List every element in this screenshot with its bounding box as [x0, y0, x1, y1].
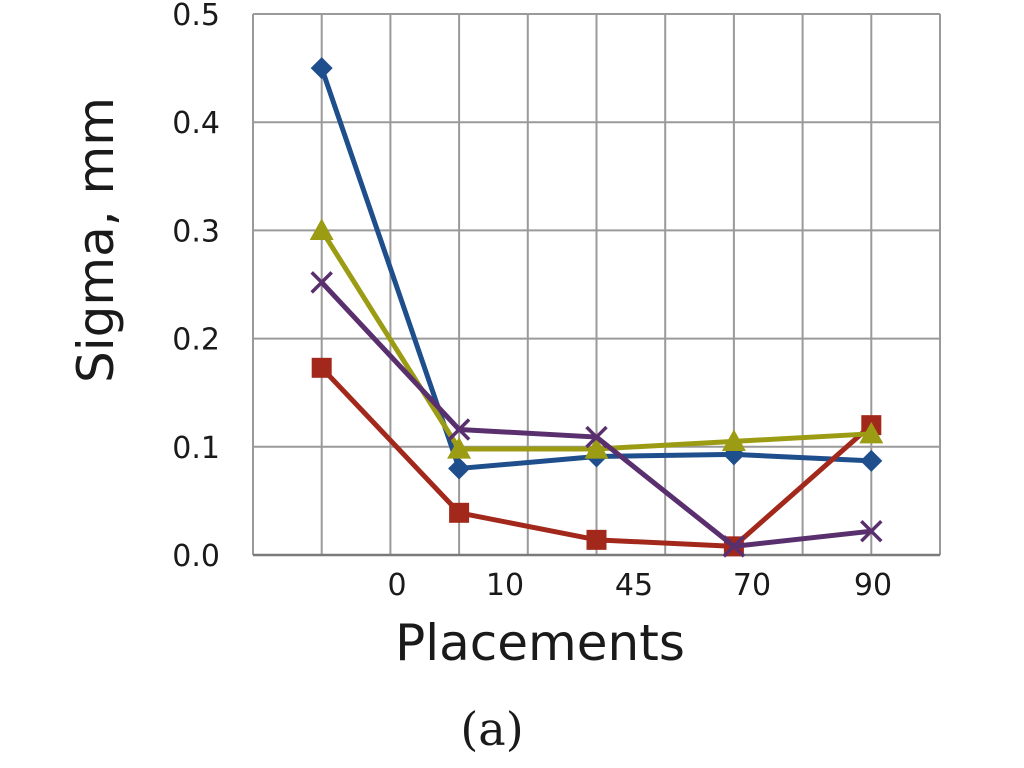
data-point — [449, 502, 470, 523]
x-axis-ticks: 0 10 45 70 90 — [387, 568, 892, 603]
data-point — [860, 449, 883, 472]
data-point — [584, 436, 609, 459]
figure-caption: (a) — [460, 702, 523, 756]
y-axis-title: Sigma, mm — [67, 97, 125, 383]
data-point — [860, 519, 883, 543]
data-point — [448, 457, 471, 480]
x-axis-title: Placements — [395, 614, 685, 672]
y-tick-label: 0.2 — [172, 323, 220, 358]
data-point — [585, 425, 608, 449]
x-tick-label: 70 — [733, 568, 771, 603]
data-point — [721, 429, 746, 451]
data-point — [309, 218, 334, 240]
y-tick-label: 0.4 — [172, 106, 220, 141]
series-triangle — [309, 218, 884, 459]
x-tick-label: 45 — [615, 568, 653, 603]
x-tick-label: 10 — [486, 568, 524, 603]
y-axis-ticks: 0.0 0.1 0.2 0.3 0.4 0.5 — [172, 0, 220, 574]
y-tick-label: 0.0 — [172, 539, 220, 574]
y-tick-label: 0.3 — [172, 214, 220, 249]
data-point — [447, 418, 471, 441]
series-x — [310, 271, 883, 558]
data-point — [586, 529, 607, 550]
data-point — [310, 271, 333, 294]
data-point — [310, 57, 333, 80]
data-point — [447, 436, 472, 459]
data-point — [311, 357, 332, 378]
x-tick-label: 90 — [854, 568, 892, 603]
y-tick-label: 0.5 — [172, 0, 220, 33]
y-tick-label: 0.1 — [172, 431, 220, 466]
x-tick-label: 0 — [387, 568, 406, 603]
data-point — [722, 535, 746, 558]
series-layer — [309, 57, 884, 558]
data-point — [859, 421, 884, 444]
